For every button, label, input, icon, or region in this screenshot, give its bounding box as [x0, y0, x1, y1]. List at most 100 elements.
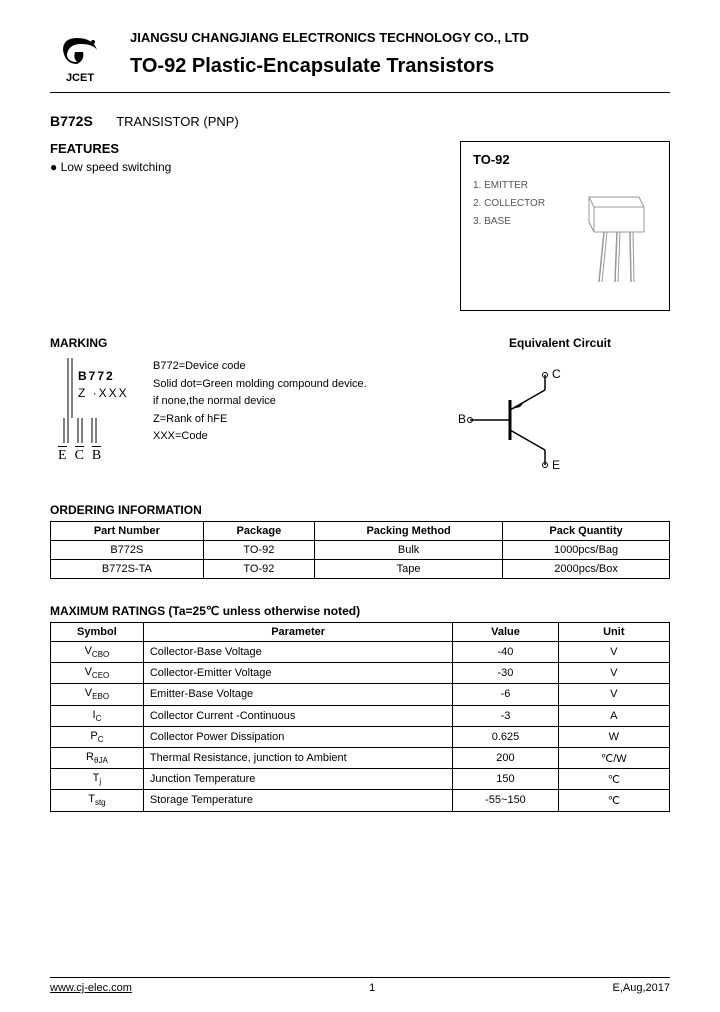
header-text: JIANGSU CHANGJIANG ELECTRONICS TECHNOLOG… [130, 30, 670, 84]
unit-cell: A [558, 705, 669, 726]
ordering-heading: ORDERING INFORMATION [50, 503, 670, 517]
table-row: B772S-TATO-92Tape2000pcs/Box [51, 560, 670, 579]
feature-text: Low speed switching [61, 160, 172, 174]
equiv-heading: Equivalent Circuit [450, 336, 670, 350]
ordering-table: Part Number Package Packing Method Pack … [50, 521, 670, 579]
feature-item: ● Low speed switching [50, 160, 330, 174]
equiv-circuit-block: Equivalent Circuit C B E [450, 336, 670, 478]
marking-desc-line: B772=Device code [153, 358, 367, 376]
features-block: FEATURES ● Low speed switching [50, 141, 330, 174]
unit-cell: ℃ [558, 769, 669, 790]
value-cell: 200 [453, 747, 558, 768]
package-box: TO-92 1. EMITTER 2. COLLECTOR 3. BASE [460, 141, 670, 311]
package-name: TO-92 [473, 152, 657, 167]
symbol-cell: VEBO [51, 684, 144, 705]
table-row: B772STO-92Bulk1000pcs/Bag [51, 541, 670, 560]
doc-title: TO-92 Plastic-Encapsulate Transistors [130, 55, 670, 78]
marking-desc-line: Z=Rank of hFE [153, 411, 367, 429]
marking-desc-line: if none,the normal device [153, 393, 367, 411]
part-number: B772S [50, 113, 93, 129]
table-header: Value [453, 623, 558, 642]
table-row: RθJAThermal Resistance, junction to Ambi… [51, 747, 670, 768]
symbol-cell: VCEO [51, 663, 144, 684]
param-cell: Collector Power Dissipation [143, 726, 453, 747]
symbol-cell: PC [51, 726, 144, 747]
value-cell: 150 [453, 769, 558, 790]
marking-box-text: B772 Z ·XXX [78, 368, 129, 402]
param-cell: Collector Current -Continuous [143, 705, 453, 726]
symbol-cell: Tstg [51, 790, 144, 811]
symbol-cell: IC [51, 705, 144, 726]
logo-text: JCET [66, 72, 94, 84]
unit-cell: V [558, 642, 669, 663]
unit-cell: V [558, 684, 669, 705]
table-header: Packing Method [315, 522, 503, 541]
marking-desc: B772=Device code Solid dot=Green molding… [153, 358, 367, 478]
pin-c: C [75, 448, 84, 464]
table-row: TstgStorage Temperature-55~150℃ [51, 790, 670, 811]
symbol-cell: Tj [51, 769, 144, 790]
table-header: Pack Quantity [503, 522, 670, 541]
param-cell: Thermal Resistance, junction to Ambient [143, 747, 453, 768]
part-row: B772S TRANSISTOR (PNP) [50, 113, 670, 129]
table-cell: 2000pcs/Box [503, 560, 670, 579]
value-cell: -3 [453, 705, 558, 726]
value-cell: -30 [453, 663, 558, 684]
jcet-logo-icon [55, 30, 105, 70]
table-row: ICCollector Current -Continuous-3A [51, 705, 670, 726]
table-header: Package [203, 522, 314, 541]
datasheet-page: JCET JIANGSU CHANGJIANG ELECTRONICS TECH… [0, 0, 720, 832]
symbol-cell: VCBO [51, 642, 144, 663]
table-cell: B772S [51, 541, 204, 560]
param-cell: Storage Temperature [143, 790, 453, 811]
table-header-row: Part Number Package Packing Method Pack … [51, 522, 670, 541]
param-cell: Emitter-Base Voltage [143, 684, 453, 705]
pin-b: B [92, 448, 101, 464]
terminal-b: B [458, 412, 466, 426]
value-cell: -40 [453, 642, 558, 663]
value-cell: 0.625 [453, 726, 558, 747]
unit-cell: ℃/W [558, 747, 669, 768]
marking-block: MARKING B772 Z ·XXX [50, 336, 390, 478]
table-cell: B772S-TA [51, 560, 204, 579]
table-row: VCBOCollector-Base Voltage-40V [51, 642, 670, 663]
footer-url: www.cj-elec.com [50, 982, 132, 994]
unit-cell: V [558, 663, 669, 684]
marking-desc-line: XXX=Code [153, 428, 367, 446]
marking-diagram: B772 Z ·XXX E C B [50, 358, 135, 478]
features-heading: FEATURES [50, 141, 330, 156]
table-header: Part Number [51, 522, 204, 541]
unit-cell: W [558, 726, 669, 747]
marking-line1: B772 [78, 368, 129, 385]
ratings-heading: MAXIMUM RATINGS (Ta=25℃ unless otherwise… [50, 604, 670, 618]
value-cell: -55~150 [453, 790, 558, 811]
param-cell: Collector-Base Voltage [143, 642, 453, 663]
table-row: PCCollector Power Dissipation0.625W [51, 726, 670, 747]
pin-e: E [58, 448, 67, 464]
pnp-symbol-icon: C B E [450, 365, 610, 475]
table-header: Unit [558, 623, 669, 642]
marking-section: MARKING B772 Z ·XXX [50, 336, 670, 478]
param-cell: Collector-Emitter Voltage [143, 663, 453, 684]
table-cell: TO-92 [203, 541, 314, 560]
table-header-row: Symbol Parameter Value Unit [51, 623, 670, 642]
mid-section: FEATURES ● Low speed switching TO-92 1. … [50, 141, 670, 311]
value-cell: -6 [453, 684, 558, 705]
company-name: JIANGSU CHANGJIANG ELECTRONICS TECHNOLOG… [130, 30, 670, 45]
marking-line2: Z ·XXX [78, 385, 129, 402]
logo-block: JCET [50, 30, 110, 84]
header-divider [50, 92, 670, 93]
ratings-table: Symbol Parameter Value Unit VCBOCollecto… [50, 622, 670, 812]
symbol-cell: RθJA [51, 747, 144, 768]
table-cell: 1000pcs/Bag [503, 541, 670, 560]
terminal-c: C [552, 367, 561, 381]
footer-page: 1 [369, 982, 375, 994]
table-cell: TO-92 [203, 560, 314, 579]
to92-package-icon [569, 182, 659, 292]
footer-rev: E,Aug,2017 [613, 982, 671, 994]
terminal-e: E [552, 458, 560, 472]
table-header: Symbol [51, 623, 144, 642]
marking-heading: MARKING [50, 336, 390, 350]
param-cell: Junction Temperature [143, 769, 453, 790]
table-row: TjJunction Temperature150℃ [51, 769, 670, 790]
